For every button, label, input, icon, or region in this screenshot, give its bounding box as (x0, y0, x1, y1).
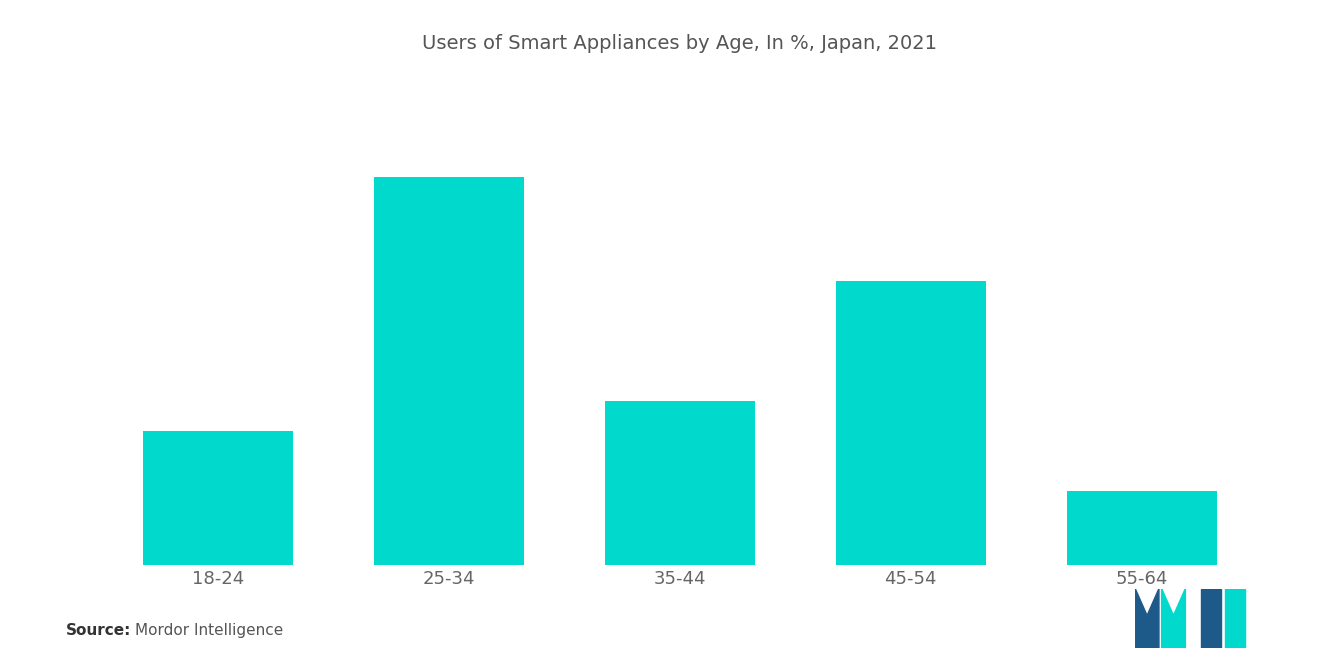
Text: Mordor Intelligence: Mordor Intelligence (135, 623, 282, 638)
Bar (374, 177, 524, 565)
Text: Source:: Source: (66, 623, 132, 638)
Polygon shape (1162, 589, 1185, 648)
Polygon shape (1201, 589, 1221, 648)
Polygon shape (1135, 589, 1159, 648)
Polygon shape (1225, 589, 1245, 648)
Title: Users of Smart Appliances by Age, In %, Japan, 2021: Users of Smart Appliances by Age, In %, … (422, 34, 937, 53)
Bar (605, 401, 755, 565)
Bar (836, 281, 986, 565)
Bar (1067, 491, 1217, 565)
Bar (143, 431, 293, 565)
